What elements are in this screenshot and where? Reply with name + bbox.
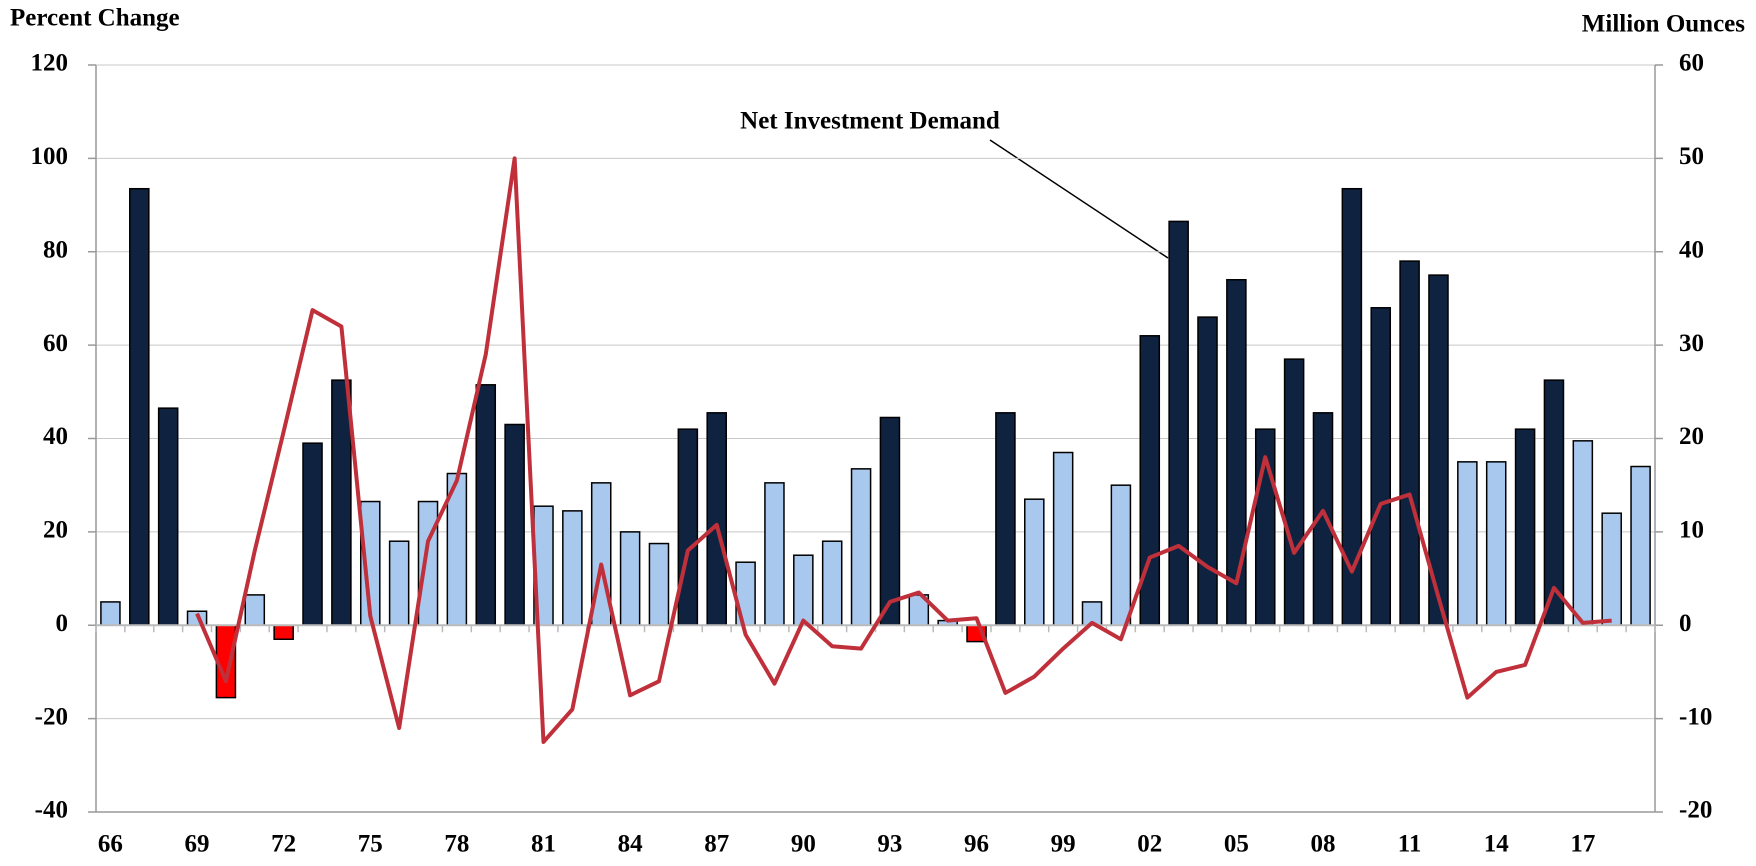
y2-tick-label: -10 [1679, 703, 1712, 730]
bar [1226, 279, 1247, 626]
y-tick-label: 20 [43, 517, 68, 544]
bar [100, 601, 121, 626]
bar [1197, 316, 1218, 626]
bar [764, 482, 785, 626]
bar [157, 407, 179, 627]
y2-tick-label: 30 [1679, 330, 1704, 357]
y-tick-label: 120 [31, 50, 69, 77]
x-tick-label: 02 [1137, 831, 1162, 858]
bar [1514, 428, 1536, 626]
bar [1283, 358, 1305, 626]
bar [1110, 484, 1132, 626]
x-tick-label: 66 [98, 831, 123, 858]
y-tick-label: -20 [35, 703, 68, 730]
y2-tick-label: 0 [1679, 610, 1692, 637]
y2-tick-label: 10 [1679, 517, 1704, 544]
bar [706, 412, 727, 626]
y2-axis-title: Million Ounces [1582, 11, 1745, 38]
x-tick-label: 05 [1224, 831, 1249, 858]
x-tick-label: 72 [271, 831, 296, 858]
bar [1457, 461, 1478, 626]
bar [793, 554, 814, 626]
y-axis-title: Percent Change [10, 5, 180, 32]
bar [1601, 512, 1622, 627]
y-tick-label: 0 [56, 610, 69, 637]
bar [1168, 220, 1189, 626]
x-tick-label: 90 [791, 831, 816, 858]
bar [821, 540, 843, 627]
x-tick-label: 14 [1484, 831, 1510, 858]
bar [331, 379, 352, 626]
bar [562, 510, 583, 627]
annotation: Net Investment Demand [740, 108, 1000, 135]
y-tick-label: 60 [43, 330, 68, 357]
bar [995, 412, 1016, 626]
x-tick-label: 87 [704, 831, 729, 858]
y2-tick-label: 60 [1679, 50, 1704, 77]
bar [1052, 451, 1074, 626]
x-tick-label: 99 [1051, 831, 1076, 858]
bar [1485, 461, 1507, 626]
bar [129, 187, 150, 627]
y-tick-label: 100 [31, 143, 69, 170]
y2-tick-label: -20 [1679, 797, 1712, 824]
x-tick-label: 93 [877, 831, 902, 858]
x-tick-label: 81 [531, 831, 556, 858]
x-tick-label: 69 [185, 831, 210, 858]
y2-tick-label: 50 [1679, 143, 1704, 170]
y2-tick-label: 40 [1679, 236, 1704, 263]
x-tick-label: 75 [358, 831, 383, 858]
bar [1370, 307, 1392, 626]
bar [504, 423, 525, 626]
bar [850, 468, 872, 626]
x-tick-label: 78 [444, 831, 469, 858]
x-tick-label: 17 [1570, 831, 1595, 858]
bar [1024, 498, 1045, 627]
bar [388, 540, 410, 627]
line [195, 156, 1612, 744]
bar [1399, 260, 1420, 626]
y-tick-label: 40 [43, 423, 68, 450]
x-tick-label: 84 [618, 831, 644, 858]
bar [417, 500, 439, 627]
x-tick-label: 08 [1310, 831, 1335, 858]
y2-tick-label: 20 [1679, 423, 1704, 450]
x-tick-label: 96 [964, 831, 989, 858]
x-tick-label: 11 [1398, 831, 1422, 858]
bar [302, 442, 323, 627]
bar [619, 531, 641, 626]
bar [475, 384, 497, 627]
bar [1630, 465, 1651, 627]
bar [1572, 440, 1594, 626]
annotation-leader [989, 139, 1169, 259]
bar [273, 624, 294, 641]
bar [648, 542, 670, 626]
y-tick-label: -40 [35, 797, 68, 824]
bar [677, 428, 699, 626]
y-tick-label: 80 [43, 236, 68, 263]
bar [879, 416, 901, 626]
bar [244, 594, 266, 627]
